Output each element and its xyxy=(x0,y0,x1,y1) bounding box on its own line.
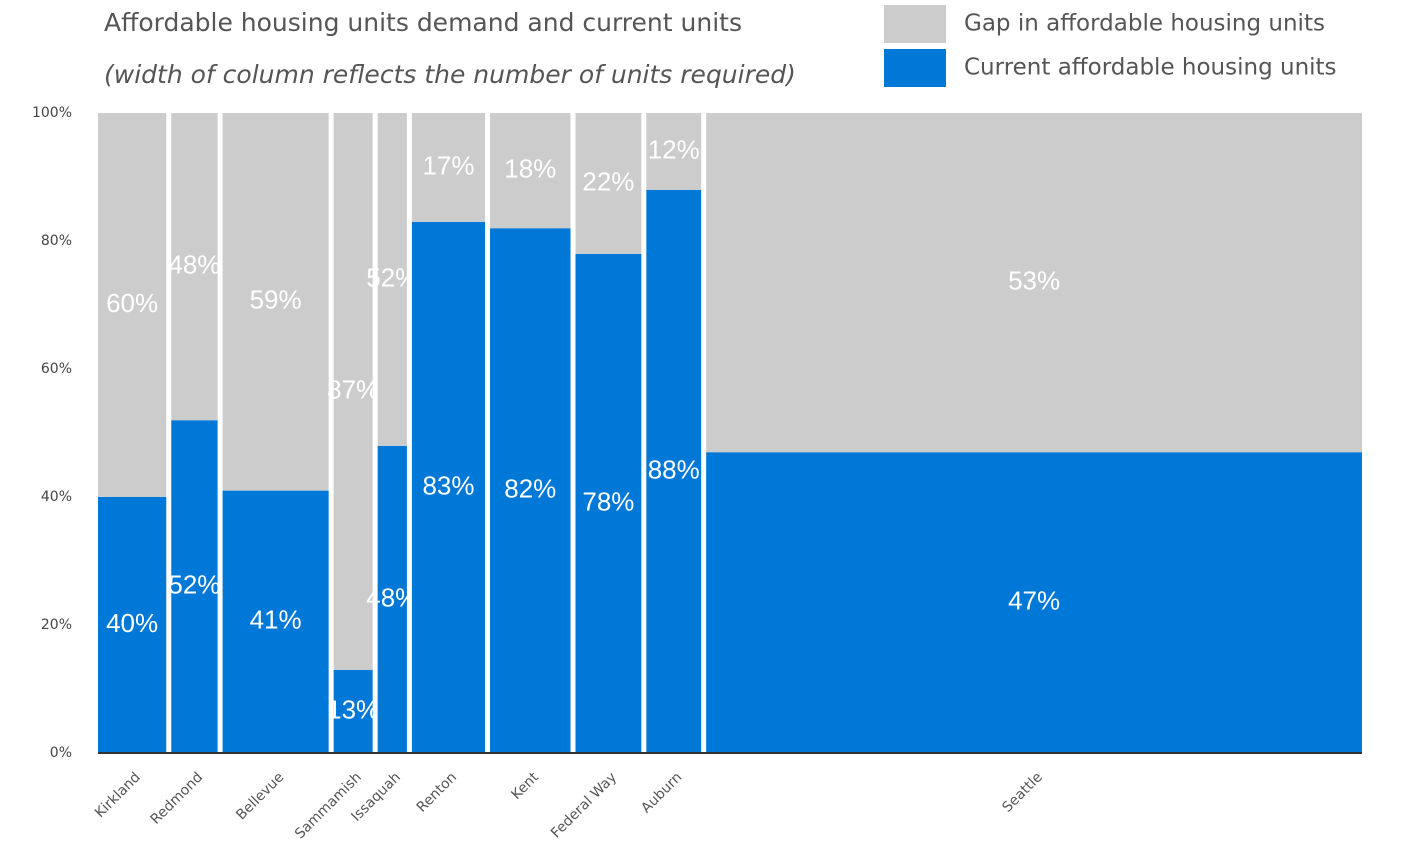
y-tick-label: 20% xyxy=(41,617,72,633)
legend-label: Current affordable housing units xyxy=(964,55,1337,81)
bar-segment xyxy=(333,669,373,753)
data-label: 40% xyxy=(106,608,158,638)
bar-segment xyxy=(411,221,486,754)
data-label: 12% xyxy=(648,134,700,164)
data-label: 18% xyxy=(504,153,556,183)
data-label: 53% xyxy=(1008,265,1060,295)
data-label: 83% xyxy=(422,470,474,500)
bar-segment xyxy=(171,420,218,753)
bar-segment xyxy=(333,113,373,670)
data-label: 59% xyxy=(250,285,302,315)
x-tick-label: Seattle xyxy=(999,769,1045,815)
y-tick-label: 80% xyxy=(41,233,72,249)
bar-segment xyxy=(646,113,702,190)
x-tick-label: Renton xyxy=(414,769,460,815)
y-tick-label: 40% xyxy=(41,489,72,505)
data-label: 52% xyxy=(366,262,418,292)
bar-segment xyxy=(222,490,329,753)
data-label: 13% xyxy=(327,694,379,724)
data-label: 60% xyxy=(106,288,158,318)
y-tick-label: 60% xyxy=(41,361,72,377)
chart-title: Affordable housing units demand and curr… xyxy=(104,8,742,37)
legend-swatch xyxy=(884,49,946,87)
legend-label: Gap in affordable housing units xyxy=(964,11,1325,37)
bar-segment xyxy=(377,445,407,753)
data-label: 41% xyxy=(250,605,302,635)
data-label: 87% xyxy=(327,374,379,404)
bar-segment xyxy=(575,113,642,254)
x-tick-label: Sammamish xyxy=(292,769,365,842)
data-label: 78% xyxy=(582,486,634,516)
bar-segment xyxy=(490,228,571,753)
bar-segment xyxy=(222,113,329,491)
x-tick-label: Federal Way xyxy=(548,769,620,841)
data-label: 22% xyxy=(582,166,634,196)
x-tick-label: Bellevue xyxy=(233,769,287,823)
bar-segment xyxy=(646,189,702,754)
bar-segment xyxy=(98,497,167,753)
bar-segment xyxy=(411,113,486,222)
chart-subtitle: (width of column reflects the number of … xyxy=(104,60,796,89)
bar-segment xyxy=(171,113,218,421)
x-tick-label: Kirkland xyxy=(92,769,144,821)
bar-segment xyxy=(706,113,1362,453)
data-label: 47% xyxy=(1008,585,1060,615)
x-tick-label: Auburn xyxy=(638,769,685,816)
data-label: 88% xyxy=(648,454,700,484)
y-tick-label: 100% xyxy=(32,105,72,121)
legend-swatch xyxy=(884,5,946,43)
x-tick-label: Redmond xyxy=(148,769,206,827)
y-tick-label: 0% xyxy=(50,745,72,761)
bar-segment xyxy=(575,253,642,754)
data-label: 48% xyxy=(366,582,418,612)
data-label: 82% xyxy=(504,473,556,503)
data-label: 52% xyxy=(168,569,220,599)
bar-segment xyxy=(706,452,1362,753)
bar-segment xyxy=(98,113,167,497)
bar-segment xyxy=(377,113,407,446)
data-label: 17% xyxy=(422,150,474,180)
bar-segment xyxy=(490,113,571,229)
x-tick-label: Kent xyxy=(508,769,542,803)
data-label: 48% xyxy=(168,249,220,279)
